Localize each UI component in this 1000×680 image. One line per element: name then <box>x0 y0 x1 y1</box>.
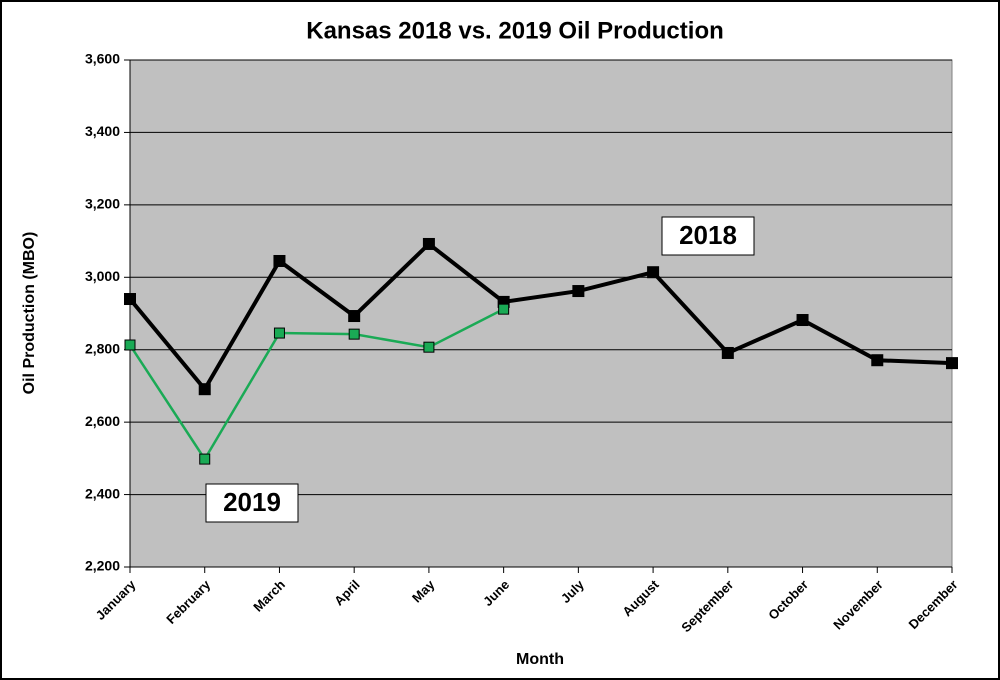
series-marker <box>721 346 734 359</box>
y-tick-label: 2,800 <box>85 340 120 356</box>
annotation-box <box>205 483 299 523</box>
annotation-box <box>661 216 755 256</box>
series-marker <box>946 357 958 370</box>
annotation: 2018 <box>679 220 737 250</box>
x-axis-title: Month <box>516 651 564 668</box>
series-marker <box>124 339 136 351</box>
series-marker <box>124 293 136 306</box>
series-marker <box>348 310 361 323</box>
series-marker <box>348 328 360 340</box>
series-marker <box>498 303 510 315</box>
series-marker <box>871 354 884 367</box>
y-tick-label: 2,600 <box>85 413 120 429</box>
y-tick-label: 3,200 <box>85 196 120 212</box>
annotation: 2019 <box>223 487 281 517</box>
series-marker <box>423 341 435 353</box>
series-marker <box>199 453 211 465</box>
series-marker <box>273 254 286 267</box>
series-line <box>128 241 953 393</box>
y-tick-label: 3,000 <box>85 268 120 284</box>
y-tick-label: 2,400 <box>85 485 120 501</box>
y-tick-label: 2,200 <box>85 558 120 574</box>
series-marker <box>198 383 211 396</box>
series-marker <box>273 327 285 339</box>
series-marker <box>422 237 435 250</box>
y-axis-title: Oil Production (MBO) <box>21 232 38 395</box>
y-tick-label: 3,400 <box>85 123 120 139</box>
chart-title: Kansas 2018 vs. 2019 Oil Production <box>306 17 724 44</box>
series-marker <box>572 285 585 298</box>
y-tick-label: 3,600 <box>85 51 120 67</box>
series-marker <box>647 266 660 279</box>
plot-area <box>129 59 953 568</box>
series-line <box>128 308 505 462</box>
series-marker <box>796 314 809 327</box>
